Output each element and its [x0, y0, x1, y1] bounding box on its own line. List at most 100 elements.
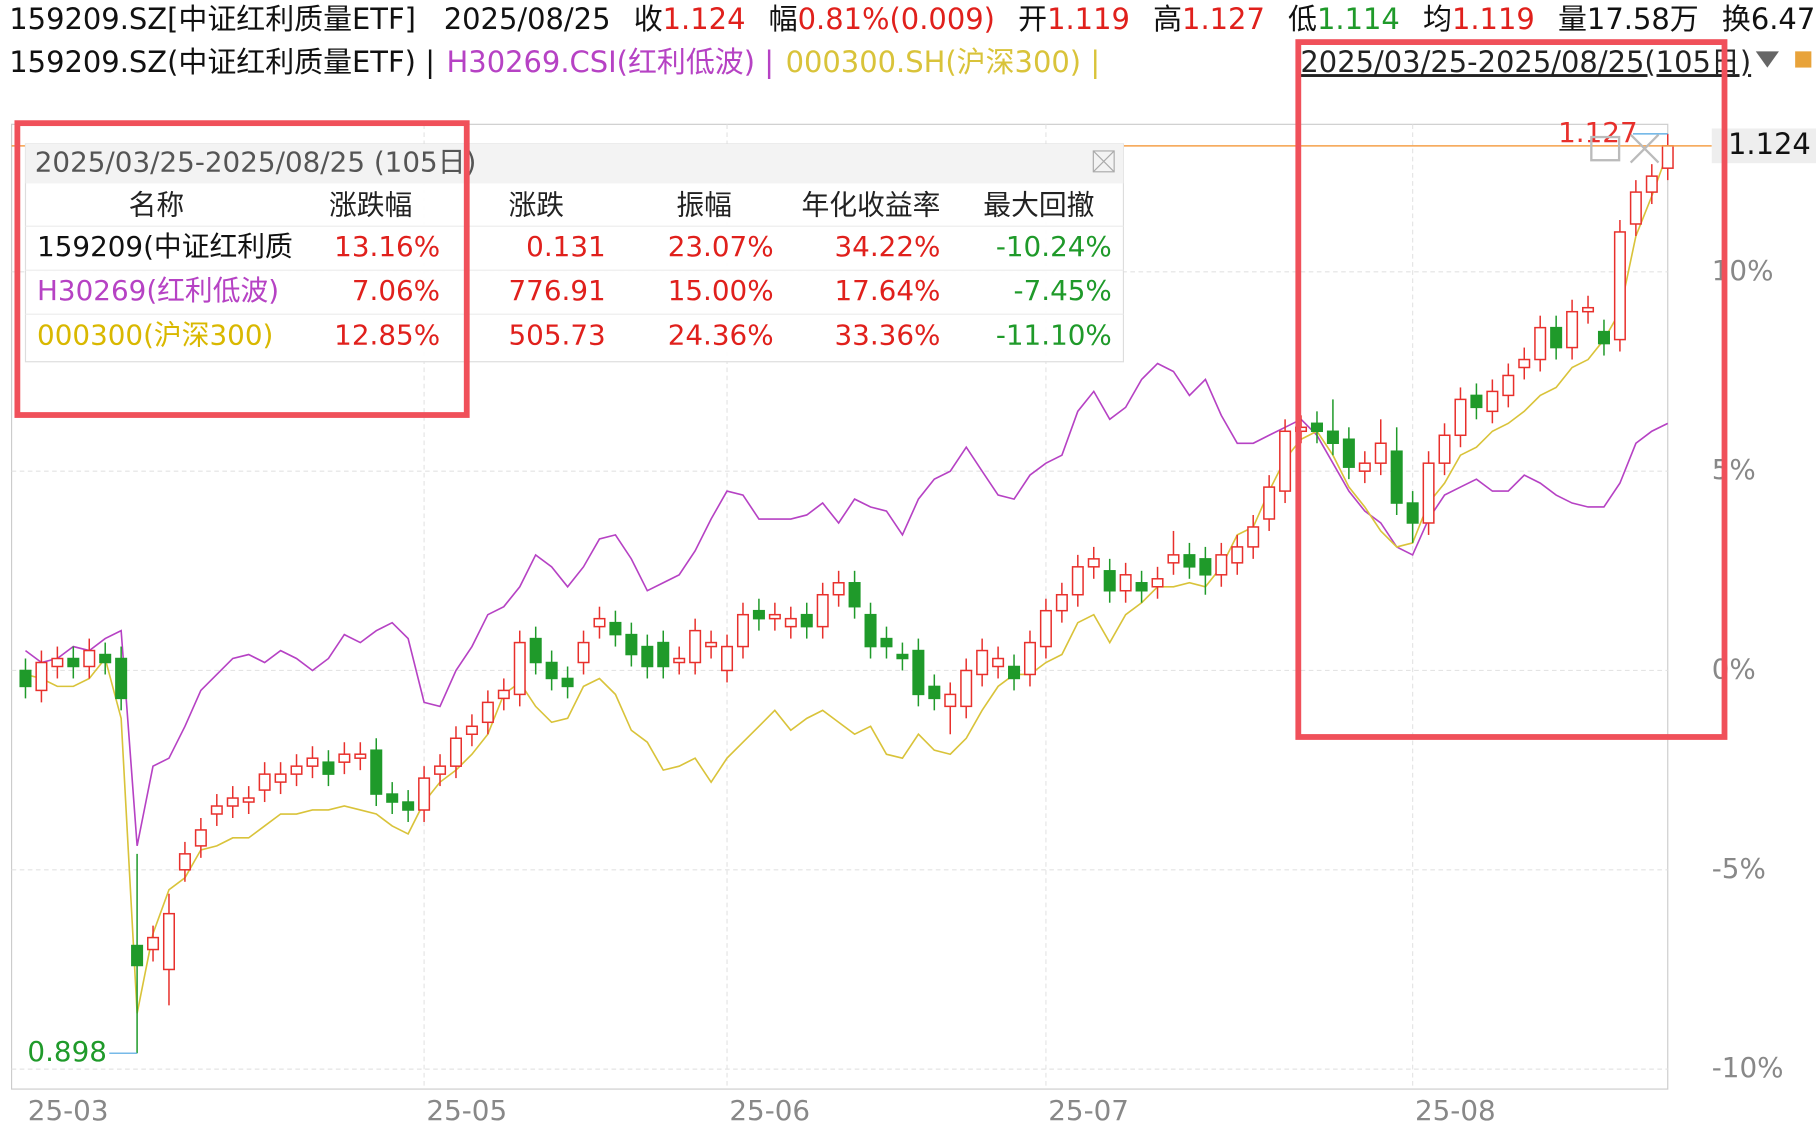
quote-label: 低 [1288, 2, 1317, 36]
candle-body [226, 797, 239, 807]
candle-body [1279, 430, 1292, 492]
candle-body [673, 657, 686, 664]
column-header: 名称 [129, 189, 185, 222]
highlight-box [1295, 39, 1728, 740]
candle-body [1039, 609, 1052, 648]
candle-body [1613, 231, 1626, 341]
quote-value: 17.58万 [1587, 2, 1699, 36]
candle-body [1119, 574, 1132, 592]
candle-body [832, 582, 845, 596]
candle-body [529, 637, 542, 664]
candle-body [1454, 398, 1467, 437]
candle-body [896, 653, 909, 660]
legend-item[interactable]: 000300.SH(沪深300) [786, 45, 1081, 79]
candle-body [752, 609, 765, 620]
candle-body [768, 613, 781, 620]
candle-body [577, 641, 590, 664]
legend-separator: | [1090, 45, 1100, 79]
candle-body [944, 693, 957, 708]
column-header: 涨跌 [508, 189, 564, 222]
candle-body [1470, 394, 1483, 409]
row-name: 159209(中证红利质 [37, 230, 293, 263]
quote-label: 高 [1153, 2, 1182, 36]
candle-body [147, 936, 160, 951]
candle-body [131, 944, 144, 967]
plot-frame [11, 123, 1669, 1090]
candle-body [928, 685, 941, 700]
table-cell: 13.16% [334, 230, 440, 263]
candle-body [1167, 554, 1180, 564]
candle-body [848, 582, 861, 608]
maximize-icon[interactable] [1590, 135, 1621, 162]
candle-body [657, 641, 670, 668]
column-header: 振幅 [676, 189, 732, 222]
last-price-box [1711, 128, 1816, 164]
table-cell: 776.91 [509, 274, 606, 307]
high-label: 1.127 [1558, 116, 1638, 149]
quote-bar: 159209.SZ[中证红利质量ETF] 2025/08/25 收1.124 幅0.8… [9, 2, 1816, 36]
candle-body [354, 753, 367, 759]
candle-body [816, 593, 829, 628]
close-icon[interactable] [1629, 133, 1660, 164]
candle-body [1135, 582, 1148, 592]
quote-value: 1.124 [663, 2, 746, 36]
y-tick-label: 10% [1712, 254, 1774, 287]
candle-body [1215, 554, 1228, 576]
candle-body [689, 629, 702, 664]
table-cell: -7.45% [1014, 274, 1112, 307]
x-tick-label: 25-08 [1415, 1094, 1496, 1127]
candle-body [1518, 358, 1531, 369]
table-cell: 0.131 [526, 230, 606, 263]
column-header: 涨跌幅 [329, 189, 412, 222]
table-cell: 24.36% [668, 318, 774, 351]
dropdown-arrow[interactable] [1755, 51, 1779, 68]
candle-body [434, 765, 447, 775]
candle-body [449, 737, 462, 767]
candle-body [178, 853, 191, 871]
candle-body [625, 633, 638, 656]
quote-label: 幅 [769, 2, 798, 36]
candle-body [67, 657, 80, 668]
y-tick-label: 0% [1712, 652, 1756, 685]
candle-body [194, 829, 207, 847]
range-selector[interactable]: 2025/03/25-2025/08/25(105日) [1300, 45, 1751, 79]
table-cell: 23.07% [668, 230, 774, 263]
table-close[interactable] [1092, 150, 1115, 173]
candle-body [1071, 566, 1084, 596]
candle-body [1486, 390, 1499, 413]
candle-body [1406, 502, 1419, 524]
x-tick-label: 25-03 [28, 1094, 109, 1127]
candle-body [274, 773, 287, 783]
candle-body [1183, 554, 1196, 568]
candle-body [1055, 593, 1068, 612]
candle-body [1374, 442, 1387, 464]
quote-value: 1.119 [1047, 2, 1130, 36]
index-line [25, 151, 1669, 1014]
candle-body [481, 701, 494, 724]
candle-body [1103, 570, 1116, 592]
candle-body [418, 777, 431, 811]
candle-body [19, 669, 32, 688]
table-title-bar [25, 144, 1124, 184]
candle-body [210, 805, 223, 815]
table-cell: 17.64% [834, 274, 940, 307]
table-cell: 7.06% [352, 274, 440, 307]
candle-body [1645, 175, 1658, 193]
legend-item[interactable]: H30269.CSI(红利低波) [447, 45, 755, 79]
quote-value: 1.127 [1182, 2, 1265, 36]
legend-item[interactable]: 159209.SZ(中证红利质量ETF) [9, 45, 416, 79]
y-tick-label: -10% [1712, 1051, 1784, 1084]
x-tick-label: 25-07 [1048, 1094, 1129, 1127]
quote-value: 6.47% [1751, 2, 1816, 36]
quote-label: 收 [634, 2, 663, 36]
candle-body [992, 657, 1005, 668]
low-label: 0.898 [27, 1035, 107, 1068]
annotations [14, 39, 1728, 740]
legend-separator: | [764, 45, 774, 79]
lock-icon[interactable] [1795, 51, 1812, 68]
candle-body [258, 773, 271, 791]
candle-body [1534, 326, 1547, 361]
legend: 159209.SZ(中证红利质量ETF) | H30269.CSI(红利低波) | 00… [9, 45, 1100, 79]
quote-label: 量 [1558, 2, 1587, 36]
